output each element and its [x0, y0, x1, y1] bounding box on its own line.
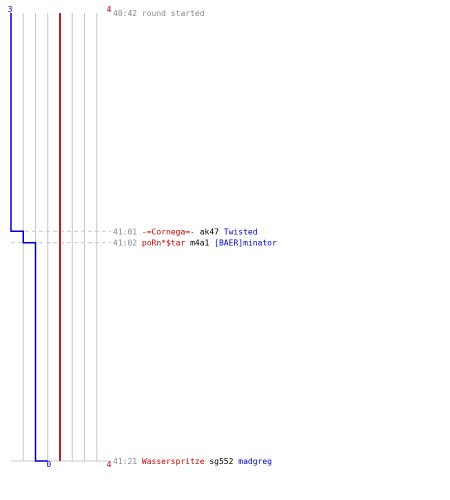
- event-kill-2: 41:02 poRn*$tar m4a1 [BAER]minator: [113, 239, 277, 248]
- event-victim: [BAER]minator: [214, 239, 277, 248]
- event-time: 40:42: [113, 9, 142, 18]
- event-weapon: ak47: [200, 227, 224, 236]
- event-killer: -=Cornega=-: [142, 227, 200, 236]
- event-text: round started: [142, 9, 205, 18]
- event-time: 41:21: [113, 457, 142, 466]
- team-blue-start-count: 3: [8, 5, 13, 14]
- event-killer: poRn*$tar: [142, 239, 190, 248]
- event-killer: Wasserspritze: [142, 457, 209, 466]
- team-red-end-count: 4: [107, 460, 112, 469]
- event-weapon: m4a1: [190, 239, 214, 248]
- event-kill-3: 41:21 Wasserspritze sg552 madgreg: [113, 457, 272, 466]
- team-red-start-count: 4: [107, 5, 112, 14]
- team-blue-line: [10, 13, 48, 462]
- event-time: 41:02: [113, 239, 142, 248]
- event-round-start: 40:42 round started: [113, 9, 205, 18]
- event-victim: madgreg: [238, 457, 272, 466]
- event-victim: Twisted: [224, 227, 258, 236]
- event-time: 41:01: [113, 227, 142, 236]
- team-blue-end-count: 0: [46, 460, 51, 469]
- event-kill-1: 41:01 -=Cornega=- ak47 Twisted: [113, 227, 258, 236]
- event-weapon: sg552: [209, 457, 238, 466]
